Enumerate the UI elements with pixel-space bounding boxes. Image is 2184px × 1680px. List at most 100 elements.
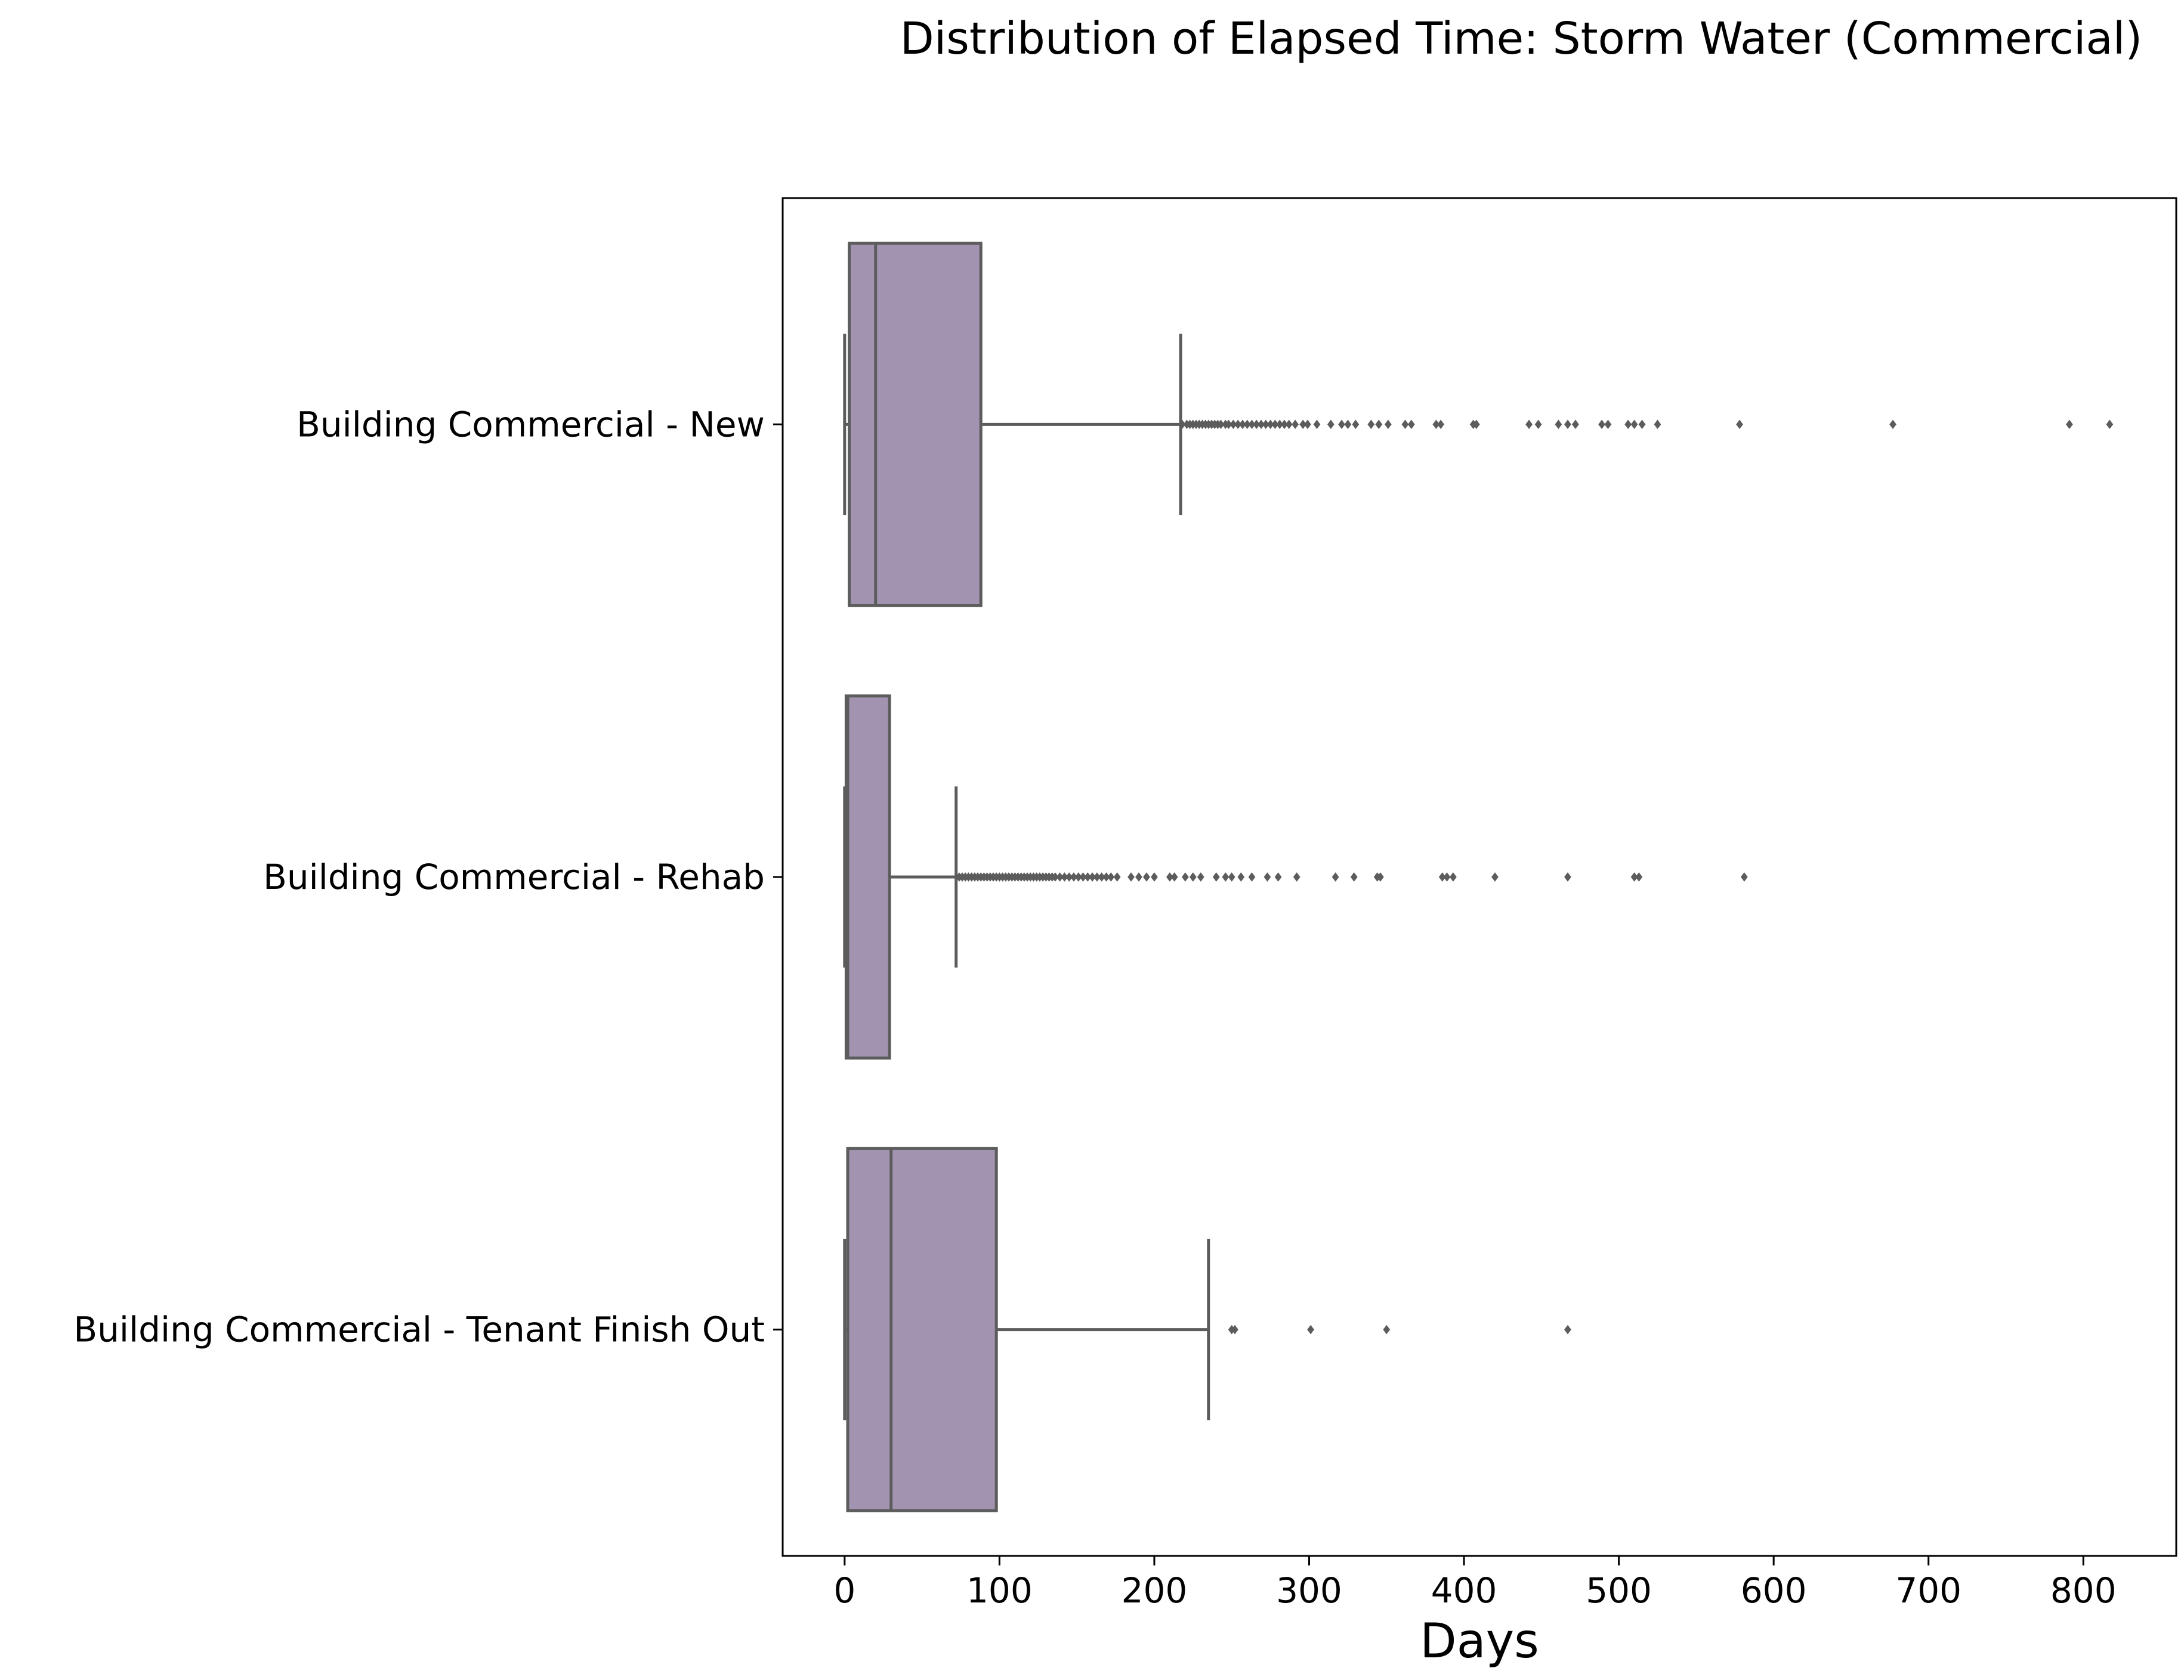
box-group	[843, 242, 2114, 607]
x-tick-label: 500	[1586, 1570, 1652, 1611]
x-axis: 0 100 200 300 400 500 600 700 800	[833, 1556, 2117, 1611]
outlier-point	[1304, 419, 1311, 430]
outlier-point	[1564, 1324, 1571, 1335]
outlier-point	[1327, 419, 1335, 430]
outlier-point	[1367, 419, 1375, 430]
outlier-point	[1384, 419, 1392, 430]
outlier-point	[1274, 872, 1282, 882]
outlier-point	[1234, 419, 1241, 430]
outlier-point	[1239, 419, 1246, 430]
outlier-point	[1534, 419, 1542, 430]
outlier-point	[1181, 872, 1189, 882]
iqr-box	[846, 1147, 998, 1512]
outlier-point	[1084, 872, 1092, 882]
outlier-point	[1630, 872, 1638, 882]
outlier-point	[1285, 419, 1293, 430]
outlier-point	[1212, 872, 1220, 882]
outlier-point	[1525, 419, 1533, 430]
outlier-point	[1189, 872, 1197, 882]
outlier-point	[1258, 419, 1265, 430]
x-axis-label: Days	[1420, 1613, 1539, 1669]
outlier-point	[1344, 419, 1352, 430]
outlier-point	[1151, 872, 1158, 882]
x-tick-label: 800	[2050, 1570, 2117, 1611]
outlier-point	[1338, 419, 1345, 430]
outlier-point	[1056, 872, 1064, 882]
box-group	[843, 1147, 1571, 1512]
outlier-point	[1598, 419, 1605, 430]
outlier-point	[1113, 872, 1121, 882]
outlier-point	[1065, 872, 1073, 882]
outlier-point	[1264, 872, 1271, 882]
y-axis: Building Commercial - New Building Commer…	[73, 404, 783, 1350]
outlier-point	[1217, 419, 1225, 430]
outlier-point	[1375, 419, 1383, 430]
outlier-point	[1555, 419, 1562, 430]
outlier-point	[2066, 419, 2073, 430]
outlier-point	[1432, 419, 1440, 430]
outlier-point	[1740, 872, 1748, 882]
x-tick-label: 100	[966, 1570, 1033, 1611]
outlier-point	[1604, 419, 1612, 430]
outlier-point	[1079, 872, 1087, 882]
outlier-point	[1262, 419, 1269, 430]
x-tick-label: 300	[1276, 1570, 1342, 1611]
outlier-point	[1070, 872, 1077, 882]
outlier-point	[1222, 872, 1230, 882]
outlier-point	[1377, 872, 1384, 882]
outlier-point	[1143, 872, 1150, 882]
outlier-point	[1438, 872, 1446, 882]
outlier-point	[1332, 872, 1339, 882]
outlier-point	[1231, 1324, 1238, 1335]
outlier-point	[1098, 872, 1105, 882]
outlier-point	[1074, 872, 1082, 882]
x-tick-label: 200	[1122, 1570, 1188, 1611]
outlier-point	[1276, 419, 1284, 430]
outlier-point	[1564, 872, 1571, 882]
chart-title: Distribution of Elapsed Time: Storm Wate…	[900, 13, 2142, 64]
outlier-point	[1281, 419, 1288, 430]
outlier-point	[1491, 872, 1499, 882]
outlier-point	[1107, 872, 1115, 882]
outlier-point	[2106, 419, 2114, 430]
outlier-point	[1225, 419, 1232, 430]
x-tick-label: 0	[833, 1570, 855, 1611]
outlier-point	[1313, 419, 1321, 430]
outlier-point	[1299, 419, 1306, 430]
outlier-point	[1230, 419, 1237, 430]
outlier-point	[1383, 1324, 1391, 1335]
outlier-point	[1135, 872, 1142, 882]
outlier-point	[1197, 872, 1204, 882]
outlier-point	[1166, 872, 1173, 882]
outlier-point	[1635, 872, 1643, 882]
outlier-point	[1093, 872, 1101, 882]
outlier-point	[1736, 419, 1743, 430]
outlier-point	[1307, 1324, 1314, 1335]
outlier-point	[1102, 872, 1110, 882]
plot-area	[843, 242, 2114, 1512]
outlier-point	[1178, 419, 1186, 430]
outlier-point	[1889, 419, 1896, 430]
outlier-point	[1472, 419, 1480, 430]
y-tick-label: Building Commercial - Rehab	[263, 857, 765, 897]
box-group	[843, 694, 1748, 1060]
outlier-point	[1401, 419, 1409, 430]
x-tick-label: 700	[1895, 1570, 1961, 1611]
iqr-box	[844, 694, 891, 1060]
outlier-point	[1654, 419, 1661, 430]
outlier-point	[1624, 419, 1632, 430]
outlier-point	[1237, 872, 1245, 882]
x-tick-label: 400	[1431, 1570, 1497, 1611]
outlier-point	[1228, 872, 1235, 882]
outlier-point	[1572, 419, 1579, 430]
outlier-point	[1350, 872, 1358, 882]
x-tick-label: 600	[1741, 1570, 1807, 1611]
outlier-point	[1061, 872, 1068, 882]
outlier-point	[1243, 419, 1251, 430]
outlier-point	[1266, 419, 1274, 430]
y-tick-label: Building Commercial - Tenant Finish Out	[73, 1310, 765, 1350]
outlier-point	[1293, 872, 1300, 882]
outlier-point	[1127, 872, 1135, 882]
